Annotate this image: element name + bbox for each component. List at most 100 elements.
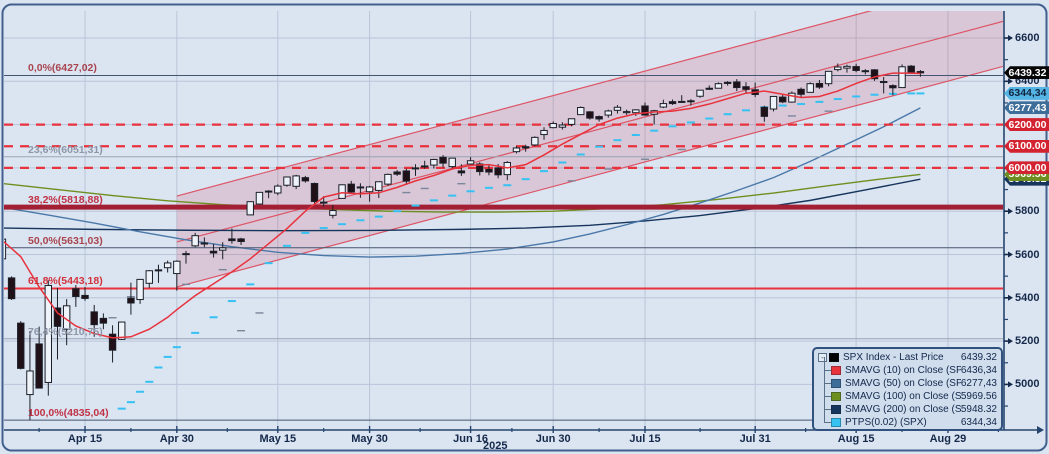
candle [99, 317, 108, 324]
candle [705, 87, 713, 90]
legend-series-value: 6439.32 [960, 352, 997, 363]
candle [439, 156, 447, 164]
candle [586, 111, 594, 119]
candle [191, 235, 199, 247]
candle [209, 250, 218, 254]
candle [806, 83, 814, 93]
candle [466, 160, 475, 165]
candle [320, 201, 328, 204]
candle [173, 260, 181, 275]
candle [723, 81, 732, 84]
candle [384, 173, 392, 185]
legend-series-label: PTPS(0.02) (SPX) [845, 417, 927, 428]
legend-series-value: 6344,34 [960, 417, 997, 428]
candle [797, 88, 805, 95]
candle [898, 66, 906, 89]
candle [843, 65, 851, 69]
candle [476, 163, 484, 173]
candle [448, 157, 456, 168]
legend-row[interactable]: SMAVG (200) on Close (SPX)5948.32 [818, 396, 998, 416]
candle [72, 288, 80, 298]
x-axis-year-label: 2025 [483, 440, 508, 452]
candle [889, 85, 897, 89]
y-tick-arrow [1008, 208, 1013, 215]
candle [136, 278, 144, 301]
candle [264, 190, 273, 193]
candle [595, 116, 603, 120]
candle [779, 96, 787, 103]
candle [622, 111, 631, 114]
ma-line-fast [4, 72, 921, 339]
x-axis-arrow [1037, 426, 1044, 434]
candle [402, 170, 411, 182]
legend-row[interactable]: - SPX Index - Last Price 6439.32 [818, 351, 998, 364]
candle [879, 81, 888, 84]
candle [411, 167, 420, 170]
candle [457, 170, 466, 174]
candle [788, 92, 796, 103]
candle [393, 171, 401, 175]
candle [714, 83, 723, 89]
candle [604, 110, 612, 116]
candle [108, 333, 117, 351]
y-tick-arrow [1008, 35, 1013, 41]
candle [182, 253, 190, 256]
legend-box[interactable]: - SPX Index - Last Price 6439.32 SMAVG (10)… [812, 347, 1003, 431]
candle [44, 284, 52, 383]
legend-series-label: SMAVG (50) on Close (SPX) [845, 378, 961, 389]
candle [687, 100, 695, 103]
candle [237, 238, 245, 243]
legend-row[interactable]: PTPS(0.02) (SPX) 6344,34 [818, 409, 998, 429]
candle [301, 177, 310, 182]
candle [824, 70, 833, 85]
candle [549, 123, 557, 129]
candle [870, 69, 879, 80]
candle [815, 82, 824, 88]
legend-expander-icon[interactable]: - [818, 353, 827, 362]
y-tick-arrow [1008, 338, 1013, 345]
candle [154, 269, 163, 272]
candle [35, 343, 43, 389]
legend-row[interactable]: SMAVG (50) on Close (SPX) 6277,43 [818, 370, 998, 390]
candle [127, 297, 135, 304]
candle [246, 201, 254, 216]
candle [769, 95, 778, 110]
legend-color-swatch [831, 366, 841, 375]
candle [356, 186, 365, 189]
legend-series-label: SMAVG (200) on Close (SPX) [845, 404, 961, 415]
candle [521, 146, 530, 149]
legend-color-swatch [831, 379, 841, 388]
candle [632, 109, 640, 114]
candle [531, 136, 539, 146]
legend-series-value: 5948.32 [960, 404, 997, 415]
legend-row[interactable]: SMAVG (100) on Close (SPX)5969.56 [818, 383, 998, 403]
candle [310, 182, 319, 202]
legend-series-label: SPX Index - Last Price [843, 352, 944, 363]
candle [338, 184, 346, 199]
y-tick-arrow [1008, 294, 1013, 301]
candle [577, 106, 585, 116]
candle [742, 86, 750, 90]
legend-series-value: 6277,43 [960, 378, 997, 389]
legend-color-swatch [831, 392, 841, 401]
legend-series-value: 5969.56 [960, 391, 997, 402]
candle [420, 165, 429, 168]
candle [512, 147, 521, 153]
ma-line [4, 173, 921, 213]
legend-series-label: SMAVG (10) on Close (SPX) [845, 365, 961, 376]
candle [567, 118, 576, 125]
candle [760, 106, 769, 117]
legend-rows: - SPX Index - Last Price 6439.32 SMAVG (10)… [818, 351, 998, 429]
candle [90, 311, 98, 326]
legend-series-value: 6436,34 [960, 365, 997, 376]
candle [81, 294, 89, 299]
candle [26, 370, 34, 396]
candle [292, 175, 300, 187]
candle [200, 242, 209, 245]
candle [375, 181, 383, 191]
legend-row[interactable]: SMAVG (10) on Close (SPX) 6436,34 [818, 357, 998, 377]
legend-color-swatch [829, 353, 839, 362]
legend-color-swatch [831, 418, 841, 427]
